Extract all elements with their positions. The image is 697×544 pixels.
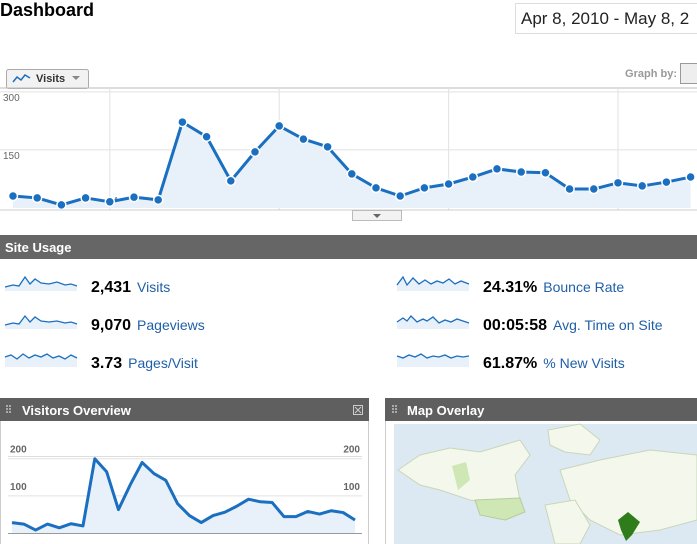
data-point[interactable] xyxy=(370,182,382,194)
data-point[interactable] xyxy=(104,196,116,208)
metric-value: 61.87% xyxy=(483,355,537,372)
drag-grip[interactable] xyxy=(392,405,397,413)
tab-label[interactable]: Visits xyxy=(36,73,65,85)
data-point[interactable] xyxy=(419,182,430,194)
data-point[interactable] xyxy=(56,199,67,211)
graph-by-button[interactable] xyxy=(680,63,697,84)
area xyxy=(12,458,355,533)
data-point[interactable] xyxy=(80,192,91,204)
drag-grip[interactable] xyxy=(6,405,11,413)
data-point[interactable] xyxy=(225,175,237,187)
sparkline xyxy=(396,353,470,359)
section-title: Site Usage xyxy=(5,240,71,255)
metric-label[interactable]: Bounce Rate xyxy=(543,279,624,295)
metric-value: 3.73 xyxy=(91,355,122,372)
dropdown-arrow[interactable] xyxy=(72,76,80,80)
close-icon[interactable] xyxy=(354,406,362,414)
sparkline xyxy=(396,315,470,324)
date-range[interactable]: Apr 8, 2010 - May 8, 2 xyxy=(521,9,689,28)
data-point[interactable] xyxy=(636,180,648,192)
y-tick-label: 100 xyxy=(343,482,360,493)
data-point[interactable] xyxy=(540,167,551,179)
data-point[interactable] xyxy=(152,194,164,206)
data-point[interactable] xyxy=(322,141,333,153)
tab-icon xyxy=(12,74,31,83)
data-point[interactable] xyxy=(515,166,527,178)
metric-value: 2,431 xyxy=(91,279,131,296)
metric-label[interactable]: Visits xyxy=(137,279,170,295)
main-chart: 150300Apr 12Apr 19Apr 26May 3 xyxy=(0,88,697,211)
data-point[interactable] xyxy=(128,191,140,203)
y-tick-label: 100 xyxy=(10,482,27,493)
metric-value: 9,070 xyxy=(91,317,131,334)
metric-label[interactable]: Avg. Time on Site xyxy=(553,317,663,333)
sparkline-area xyxy=(5,277,77,291)
sparkline-area xyxy=(397,316,469,329)
data-point[interactable] xyxy=(491,163,503,175)
panel-title: Visitors Overview xyxy=(22,403,132,418)
data-point[interactable] xyxy=(443,178,454,190)
panel-header xyxy=(385,398,697,421)
small-chart: 100 100 200 200 xyxy=(8,445,362,534)
data-point[interactable] xyxy=(394,190,406,202)
date-box[interactable] xyxy=(515,3,697,34)
data-point[interactable] xyxy=(31,192,43,204)
sparkline xyxy=(396,275,470,287)
data-point[interactable] xyxy=(273,120,285,132)
handle-arrow[interactable] xyxy=(373,214,381,218)
world-map[interactable] xyxy=(394,423,697,544)
data-point[interactable] xyxy=(201,131,212,143)
data-point[interactable] xyxy=(177,116,188,128)
sparkline xyxy=(4,275,78,288)
data-point[interactable] xyxy=(346,168,358,180)
section-header xyxy=(0,235,697,259)
data-point[interactable] xyxy=(612,177,624,189)
graph-by-label: Graph by: xyxy=(625,68,677,80)
data-point[interactable] xyxy=(7,190,19,202)
sparkline xyxy=(4,314,78,326)
sparkline xyxy=(4,353,78,360)
y-tick-label: 150 xyxy=(3,151,20,162)
metric-label[interactable]: % New Visits xyxy=(543,355,624,371)
metrics: 2,431 Visits 24.31% Bounce Rate 9,070 Pagevie… xyxy=(4,275,663,372)
line xyxy=(11,457,356,532)
data-point[interactable] xyxy=(467,171,479,183)
page-title: Dashboard xyxy=(0,0,94,20)
panel-title: Map Overlay xyxy=(407,403,485,418)
data-point[interactable] xyxy=(249,146,261,158)
data-point[interactable] xyxy=(588,183,600,195)
metric-value: 24.31% xyxy=(483,279,537,296)
sparkline-area xyxy=(5,354,77,367)
metric-value: 00:05:58 xyxy=(483,317,547,334)
metric-label[interactable]: Pageviews xyxy=(137,317,205,333)
metric-label[interactable]: Pages/Visit xyxy=(128,355,198,371)
data-point[interactable] xyxy=(661,176,672,188)
panel-header xyxy=(0,398,369,421)
y-tick-label: 300 xyxy=(3,93,20,104)
data-point[interactable] xyxy=(685,171,696,183)
close-button[interactable] xyxy=(353,405,363,415)
y-tick-label: 200 xyxy=(10,445,27,456)
area xyxy=(13,122,691,208)
data-point[interactable] xyxy=(564,183,575,195)
y-tick-label: 200 xyxy=(343,445,360,456)
data-point[interactable] xyxy=(298,133,309,145)
